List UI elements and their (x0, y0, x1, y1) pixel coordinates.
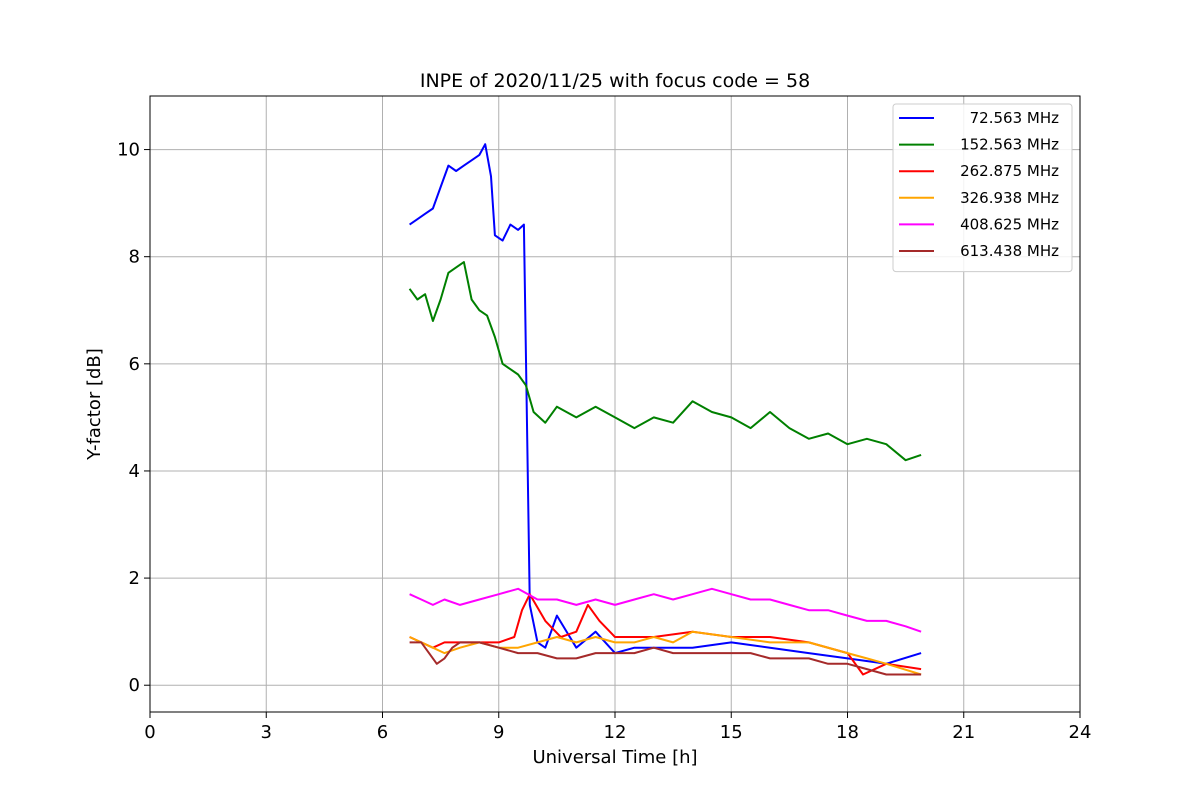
series-line-1 (408, 261, 922, 462)
y-tick-label: 4 (129, 461, 140, 482)
x-tick-label: 3 (261, 722, 272, 743)
y-tick-label: 6 (129, 354, 140, 375)
x-tick-label: 24 (1069, 722, 1092, 743)
legend: 72.563 MHz 152.563 MHz 262.875 MHz 326.938 … (892, 103, 1073, 273)
x-tick-label: 9 (493, 722, 504, 743)
legend-box (892, 103, 1073, 273)
chart-title: INPE of 2020/11/25 with focus code = 58 (420, 70, 810, 92)
series-layer (408, 143, 922, 676)
y-axis-label: Y-factor [dB] (84, 348, 105, 461)
x-tick-label: 18 (836, 722, 859, 743)
x-tick-label: 15 (720, 722, 743, 743)
legend-label-2: 262.875 MHz (960, 162, 1059, 180)
legend-label-3: 326.938 MHz (960, 189, 1059, 207)
x-tick-label: 0 (144, 722, 155, 743)
y-tick-label: 10 (117, 140, 140, 161)
legend-label-4: 408.625 MHz (960, 215, 1059, 233)
x-tick-label: 21 (952, 722, 975, 743)
series-line-0 (409, 143, 922, 665)
series-line-4 (409, 587, 922, 633)
x-tick-label: 6 (377, 722, 388, 743)
x-axis-label: Universal Time [h] (532, 747, 697, 768)
series-line-2 (409, 593, 922, 676)
y-tick-label: 8 (129, 247, 140, 268)
series-line-3 (409, 630, 922, 676)
legend-label-0: 72.563 MHz (970, 109, 1059, 127)
x-tick-label: 12 (604, 722, 627, 743)
legend-label-1: 152.563 MHz (960, 136, 1059, 154)
legend-label-5: 613.438 MHz (960, 242, 1059, 260)
y-tick-label: 2 (129, 568, 140, 589)
y-tick-label: 0 (129, 675, 140, 696)
series-line-5 (409, 641, 922, 676)
